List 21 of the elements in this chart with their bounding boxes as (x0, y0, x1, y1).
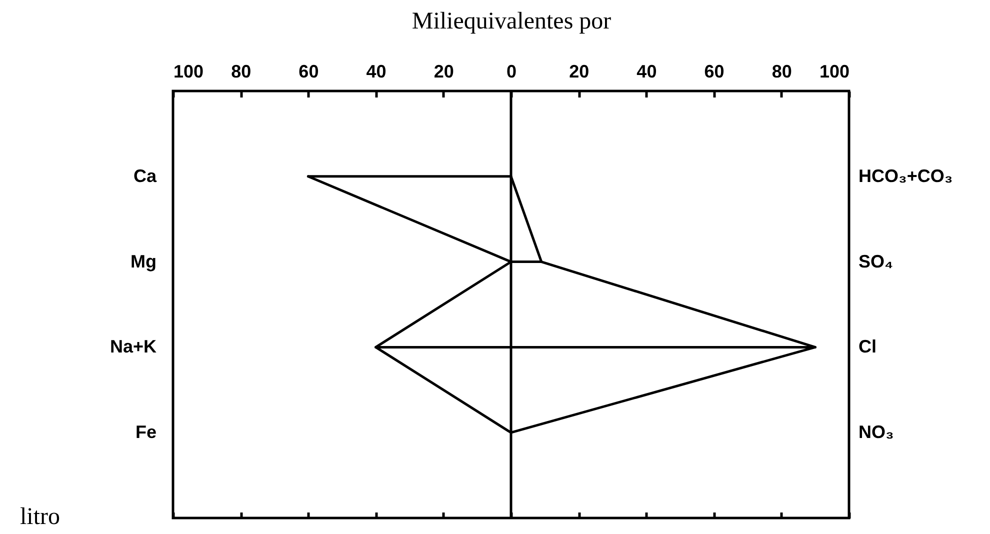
x-axis-title: Miliequivalentes por (412, 8, 612, 34)
x-tick-label: 20 (434, 62, 454, 82)
x-tick-label: 80 (231, 62, 252, 82)
x-tick-label: 40 (366, 62, 386, 82)
x-tick-label: 80 (772, 62, 792, 82)
text: litro (20, 504, 60, 530)
x-tick-label: 0 (506, 62, 517, 82)
x-tick-label: 100 (174, 62, 204, 82)
y2-tick-label: NO₃ (858, 422, 894, 442)
x-tick-label: 40 (636, 62, 657, 82)
x-tick-label: 60 (704, 62, 724, 82)
y2-tick-label: Cl (858, 336, 876, 357)
y-tick-label: Ca (133, 166, 158, 186)
x-tick-label: 60 (298, 62, 319, 82)
y-tick-label: Fe (135, 422, 156, 442)
y-tick-label: Na+K (110, 336, 156, 357)
y2-tick-label: SO₄ (858, 251, 894, 272)
x-tick-label: 20 (569, 62, 590, 82)
y-tick-label: Mg (130, 251, 156, 272)
x-tick-label: 100 (819, 62, 850, 82)
y2-tick-label: HCO₃+CO₃ (858, 166, 953, 186)
